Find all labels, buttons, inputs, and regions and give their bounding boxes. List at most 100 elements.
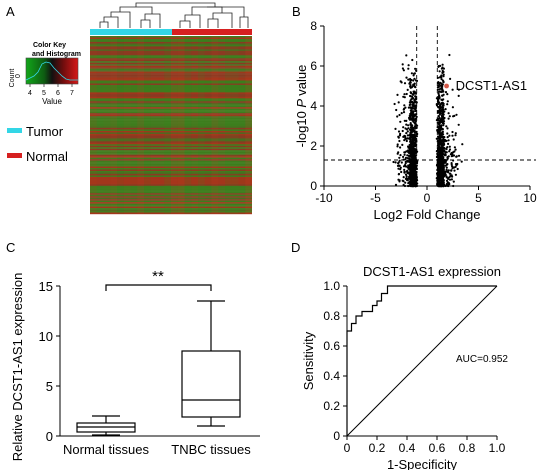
volcano-point [413, 165, 416, 168]
volcano-point [445, 163, 448, 166]
volcano-point [448, 134, 451, 137]
volcano-point [442, 70, 445, 73]
y-tick-label: 0 [310, 179, 317, 193]
volcano-point [447, 183, 450, 186]
volcano-point [412, 161, 415, 164]
dendrogram-branch [103, 16, 119, 28]
volcano-point [448, 115, 451, 118]
volcano-point [402, 126, 405, 129]
heatmap-row [90, 132, 252, 135]
volcano-point [398, 164, 401, 167]
volcano-point [413, 134, 416, 137]
x-tick-label: 0.8 [459, 441, 476, 455]
volcano-point [402, 111, 406, 114]
heatmap-row [90, 64, 252, 66]
volcano-point [406, 134, 409, 137]
dendrogram-branch [135, 2, 216, 7]
volcano-point [412, 79, 415, 82]
heatmap-column-shade [117, 36, 124, 214]
heatmap-row [90, 74, 252, 77]
heatmap-row [90, 190, 252, 192]
y-tick-label: 10 [39, 329, 53, 344]
volcano-point [409, 123, 412, 126]
volcano-point [414, 95, 417, 98]
volcano-point [405, 150, 408, 153]
volcano-point [441, 155, 444, 158]
volcano-point [435, 155, 438, 159]
volcano-point [446, 100, 449, 103]
volcano-point [454, 134, 457, 137]
volcano-point [396, 152, 399, 155]
heatmap-row [90, 70, 252, 72]
volcano-point [403, 82, 407, 85]
heatmap-row [90, 136, 252, 139]
volcano-point [403, 96, 406, 99]
volcano-point [450, 163, 453, 166]
volcano-point [402, 69, 405, 72]
dendrogram-branch [179, 20, 191, 28]
heatmap-row [90, 168, 252, 170]
tumor-legend-swatch [7, 128, 22, 133]
volcano-point [409, 133, 412, 136]
volcano-point [403, 93, 406, 96]
heatmap-row [90, 151, 252, 154]
heatmap-row [90, 173, 252, 176]
volcano-point [398, 159, 401, 162]
heatmap-row [90, 150, 252, 152]
volcano-point [442, 124, 445, 127]
highlight-point [444, 83, 449, 89]
y-axis-label: Relative DCST1-AS1 expression [10, 273, 25, 462]
volcano-point [447, 112, 450, 115]
volcano-point [409, 170, 412, 173]
heatmap-column-shade [204, 36, 212, 214]
volcano-point [439, 171, 442, 174]
y-tick-label: 6 [310, 59, 317, 73]
volcano-point [415, 148, 418, 152]
tumor-sample-bar [90, 29, 172, 35]
heatmap-row [90, 206, 252, 209]
volcano-point [397, 135, 400, 138]
volcano-point [403, 168, 406, 171]
volcano-point [454, 132, 457, 135]
volcano-point [436, 129, 439, 132]
heatmap-row [90, 90, 252, 93]
significance-bracket [105, 284, 212, 291]
volcano-point [448, 176, 451, 179]
color-key-value-label: Value [42, 97, 62, 106]
volcano-point [411, 110, 414, 113]
volcano-point [412, 127, 415, 130]
heatmap-column-shade [123, 36, 131, 214]
heatmap-row [90, 125, 252, 127]
volcano-point [397, 167, 400, 170]
y-tick-label: 1.0 [323, 279, 340, 293]
volcano-point [410, 92, 413, 95]
heatmap-row [90, 147, 252, 149]
volcano-point [409, 136, 412, 139]
heatmap-row [90, 126, 252, 129]
heatmap-row [90, 65, 252, 68]
heatmap-row [90, 138, 252, 141]
volcano-point [413, 85, 416, 88]
heatmap-row [90, 81, 252, 84]
normal-legend-label: Normal [26, 149, 68, 164]
heatmap-row [90, 47, 252, 50]
volcano-point [403, 104, 406, 107]
volcano-point [449, 153, 452, 156]
volcano-point [412, 139, 415, 142]
volcano-point [402, 155, 405, 158]
volcano-point [414, 67, 417, 70]
volcano-point [446, 181, 449, 184]
heatmap-row [90, 139, 252, 142]
volcano-point [411, 135, 414, 138]
dendrogram-branch [239, 16, 249, 28]
y-tick-label: 0.2 [323, 399, 340, 413]
volcano-points [392, 53, 464, 188]
panel-a-label: A [6, 4, 15, 19]
heatmap-row [90, 175, 252, 178]
volcano-point [445, 166, 448, 169]
volcano-point [412, 172, 415, 175]
volcano-point [454, 173, 457, 176]
heatmap-row [90, 41, 252, 44]
volcano-point [438, 113, 441, 116]
volcano-point [412, 137, 415, 140]
